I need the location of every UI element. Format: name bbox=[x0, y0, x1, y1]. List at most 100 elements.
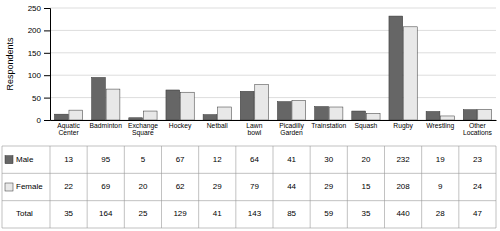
table-row-label: Female bbox=[16, 182, 43, 191]
table-border bbox=[124, 146, 125, 228]
y-axis-label: Respondents bbox=[5, 37, 15, 91]
table: Male139556712644130202321923Female226920… bbox=[2, 146, 496, 228]
bar bbox=[463, 110, 477, 120]
tick: 0 bbox=[37, 116, 50, 125]
tick: Trainstation bbox=[311, 120, 346, 129]
table-cell: 164 bbox=[99, 209, 113, 218]
bar bbox=[352, 111, 366, 120]
table-cell: 29 bbox=[213, 182, 222, 191]
tick-label: Trainstation bbox=[311, 122, 346, 129]
bar bbox=[54, 114, 68, 120]
table-cell: 85 bbox=[287, 209, 296, 218]
axis-line bbox=[44, 9, 51, 121]
bar bbox=[426, 111, 440, 120]
bar-series bbox=[69, 27, 492, 120]
table-borders bbox=[2, 146, 496, 228]
bar bbox=[329, 107, 343, 120]
tick: PicadillyGarden bbox=[279, 120, 304, 136]
tick: Squash bbox=[354, 120, 377, 130]
bar bbox=[292, 100, 306, 120]
table-cell: 79 bbox=[250, 182, 259, 191]
tick-label: Lawnbowl bbox=[246, 122, 262, 136]
bar bbox=[69, 110, 83, 120]
tick-mark bbox=[44, 120, 50, 121]
tick-label: 250 bbox=[28, 4, 42, 13]
tick-mark bbox=[44, 98, 50, 99]
tick-label: AquaticCenter bbox=[57, 122, 80, 136]
tick: Lawnbowl bbox=[246, 120, 262, 136]
table-cell: 208 bbox=[396, 182, 410, 191]
table-border bbox=[161, 146, 162, 228]
bar bbox=[92, 77, 106, 120]
tick-label: 150 bbox=[28, 49, 42, 58]
tick-label: Hockey bbox=[169, 122, 192, 130]
bar bbox=[129, 118, 143, 120]
bar bbox=[389, 16, 403, 120]
table-cell: 232 bbox=[396, 155, 410, 164]
bar bbox=[403, 27, 417, 120]
table-cell: 9 bbox=[438, 182, 443, 191]
tick: Netball bbox=[207, 120, 229, 129]
table-cell: 29 bbox=[324, 182, 333, 191]
tick: Badminton bbox=[90, 120, 123, 129]
table-border bbox=[2, 146, 3, 228]
tick: Rugby bbox=[393, 120, 413, 130]
table-cell: 23 bbox=[473, 155, 482, 164]
table-border bbox=[198, 146, 199, 228]
table-cell: 13 bbox=[64, 155, 73, 164]
table-cell: 24 bbox=[473, 182, 482, 191]
tick: Hockey bbox=[169, 120, 192, 130]
table-cell: 28 bbox=[436, 209, 445, 218]
grid-line bbox=[50, 75, 496, 76]
table-cell: 67 bbox=[176, 155, 185, 164]
tick: AquaticCenter bbox=[57, 120, 80, 136]
tick-label: 100 bbox=[28, 71, 42, 80]
table-cell: 64 bbox=[250, 155, 259, 164]
tick: 200 bbox=[28, 26, 50, 35]
tick: OtherLocations bbox=[463, 120, 493, 136]
table-cell: 20 bbox=[361, 155, 370, 164]
tick-label: PicadillyGarden bbox=[279, 122, 304, 136]
table-border bbox=[421, 146, 422, 228]
tick-label: 50 bbox=[32, 94, 41, 103]
table-cell: 15 bbox=[361, 182, 370, 191]
table-border bbox=[273, 146, 274, 228]
table-cell: 129 bbox=[173, 209, 187, 218]
bar bbox=[255, 85, 269, 120]
table-border bbox=[496, 146, 497, 228]
bar bbox=[315, 107, 329, 120]
tick: 100 bbox=[28, 71, 50, 80]
bar bbox=[166, 90, 180, 120]
tick: 150 bbox=[28, 49, 50, 58]
tick-label: OtherLocations bbox=[463, 122, 493, 136]
tick-label: Rugby bbox=[393, 122, 413, 130]
x-axis: AquaticCenter Badminton ExchangeSquare Hock… bbox=[51, 120, 497, 137]
table-border bbox=[235, 146, 236, 228]
table-border bbox=[384, 146, 385, 228]
tick-label: 0 bbox=[37, 116, 42, 125]
tick-label: Badminton bbox=[90, 122, 123, 129]
chart: 0 50 100 150 200 250 Respondents AquaticCenter B… bbox=[0, 0, 500, 231]
table-cell: 69 bbox=[101, 182, 110, 191]
table-cell: 30 bbox=[324, 155, 333, 164]
table-row-label: Male bbox=[16, 155, 34, 164]
tick-label: 200 bbox=[28, 26, 42, 35]
table-cell: 62 bbox=[176, 182, 185, 191]
y-axis: 0 50 100 150 200 250 bbox=[28, 4, 51, 125]
table-cell: 440 bbox=[396, 209, 410, 218]
tick-label: Wrestling bbox=[426, 122, 454, 130]
table-borders bbox=[2, 146, 496, 228]
table-cell: 41 bbox=[287, 155, 296, 164]
bar bbox=[441, 116, 455, 120]
table-border bbox=[458, 146, 459, 228]
table-cell: 19 bbox=[436, 155, 445, 164]
tick: 50 bbox=[32, 94, 50, 103]
bar bbox=[106, 89, 120, 120]
bar-series bbox=[54, 16, 477, 120]
table-cell: 20 bbox=[138, 182, 147, 191]
bar bbox=[180, 92, 194, 120]
bar bbox=[366, 113, 380, 120]
tick-mark bbox=[44, 53, 50, 54]
tick-label: ExchangeSquare bbox=[128, 122, 158, 137]
table-cell: 5 bbox=[141, 155, 146, 164]
